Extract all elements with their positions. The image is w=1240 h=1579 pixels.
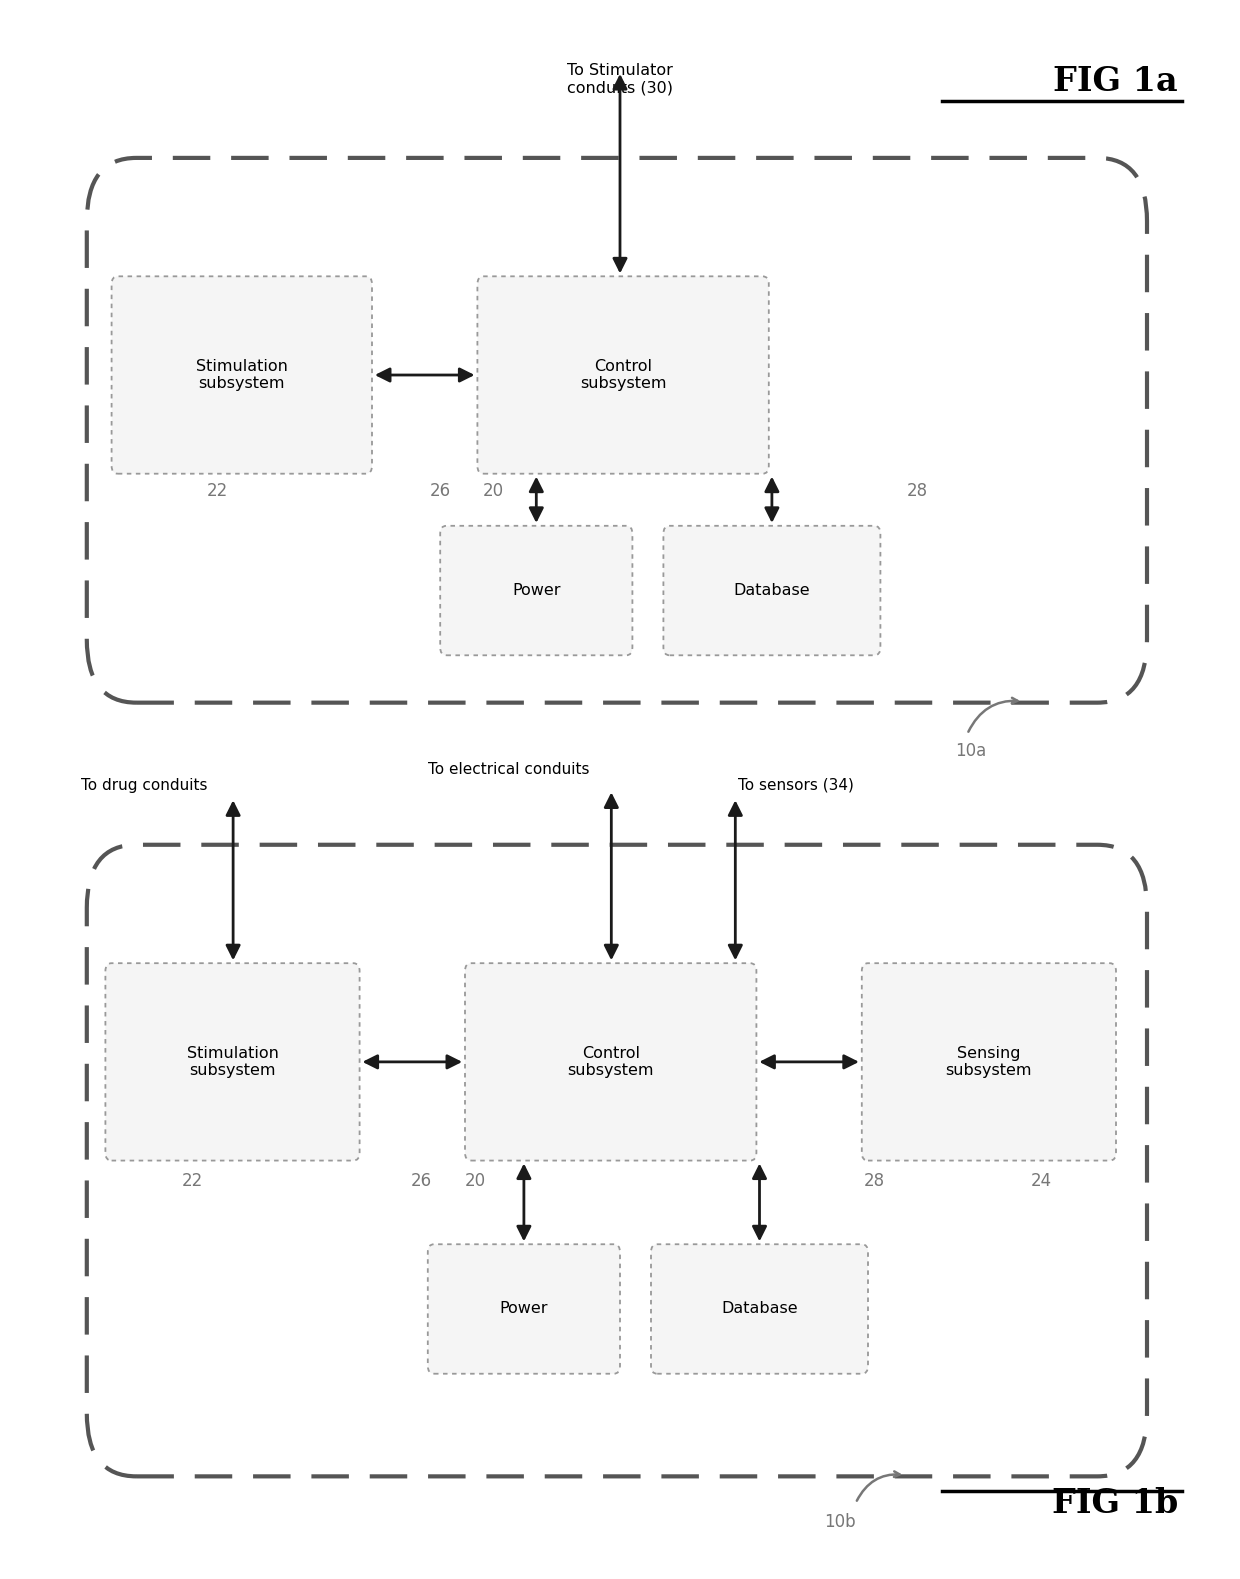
FancyBboxPatch shape [440,526,632,655]
Text: Control
subsystem: Control subsystem [580,358,666,392]
Text: To sensors (34): To sensors (34) [738,778,853,793]
Text: Database: Database [734,583,810,598]
Text: 20: 20 [464,1172,486,1189]
Text: To drug conduits: To drug conduits [81,778,207,793]
Text: 10b: 10b [825,1513,857,1530]
Text: 28: 28 [906,482,929,499]
Text: Stimulation
subsystem: Stimulation subsystem [196,358,288,392]
Text: 20: 20 [482,482,505,499]
FancyBboxPatch shape [651,1244,868,1374]
Text: FIG 1a: FIG 1a [1053,65,1178,98]
Text: Stimulation
subsystem: Stimulation subsystem [186,1045,279,1078]
Text: 28: 28 [863,1172,885,1189]
Text: 10a: 10a [955,742,986,759]
Text: To Stimulator
conduits (30): To Stimulator conduits (30) [567,63,673,96]
Text: 22: 22 [181,1172,203,1189]
FancyBboxPatch shape [105,963,360,1161]
Text: Control
subsystem: Control subsystem [568,1045,653,1078]
Text: 24: 24 [1030,1172,1053,1189]
Text: 26: 26 [429,482,451,499]
Text: Power: Power [512,583,560,598]
FancyBboxPatch shape [663,526,880,655]
Text: 22: 22 [206,482,228,499]
Text: Sensing
subsystem: Sensing subsystem [946,1045,1032,1078]
FancyBboxPatch shape [112,276,372,474]
Text: Database: Database [722,1301,797,1317]
Text: 26: 26 [410,1172,433,1189]
Text: Power: Power [500,1301,548,1317]
Text: FIG 1b: FIG 1b [1052,1487,1178,1521]
FancyBboxPatch shape [428,1244,620,1374]
FancyBboxPatch shape [862,963,1116,1161]
FancyBboxPatch shape [477,276,769,474]
FancyBboxPatch shape [465,963,756,1161]
Text: To electrical conduits: To electrical conduits [428,763,589,777]
